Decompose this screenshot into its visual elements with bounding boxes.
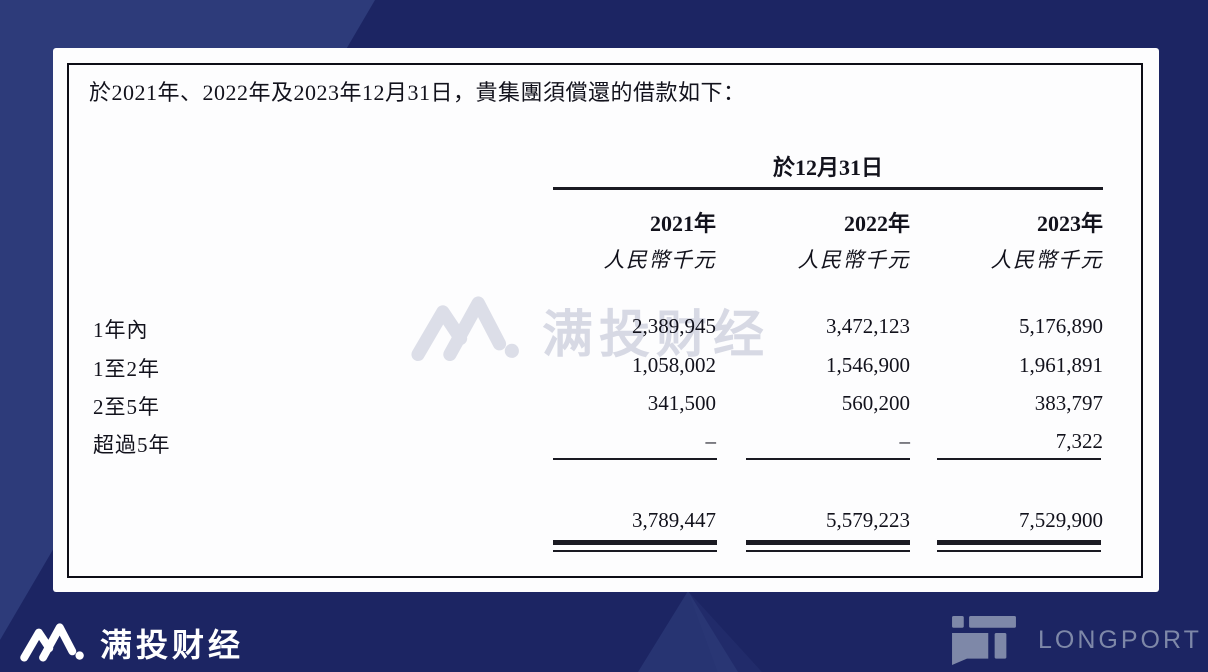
- table-cell: 1,058,002: [632, 353, 716, 377]
- footer-left-brand-text: 满投财经: [100, 627, 245, 663]
- table-cell: 1,961,891: [1019, 353, 1103, 377]
- total-double-rule-thick: [746, 540, 910, 545]
- table-border-frame: [67, 63, 1143, 578]
- unit-label: 人民幣千元: [797, 248, 910, 272]
- table-cell: 7,322: [1055, 429, 1103, 453]
- unit-label: 人民幣千元: [603, 248, 716, 272]
- column-subtotal-rule: [937, 458, 1101, 460]
- row-label: 超過5年: [93, 433, 171, 457]
- table-cell: 5,176,890: [1019, 314, 1103, 338]
- table-cell: 341,500: [647, 391, 716, 415]
- row-label: 2至5年: [93, 395, 160, 419]
- document-card: 满投财经 於2021年、2022年及2023年12月31日，貴集團須償還的借款如…: [53, 48, 1159, 592]
- table-row: 超過5年 – – 7,322: [53, 429, 1159, 457]
- column-header: 2021年: [649, 211, 716, 236]
- table-cell: 2,389,945: [632, 314, 716, 338]
- table-unit-row: 人民幣千元 人民幣千元 人民幣千元: [53, 244, 1159, 272]
- table-cell: 560,200: [841, 391, 910, 415]
- table-cell: 3,472,123: [826, 314, 910, 338]
- table-row: 1年內 2,389,945 3,472,123 5,176,890: [53, 314, 1159, 342]
- total-double-rule-thin: [553, 550, 717, 552]
- table-span-header: 於12月31日: [772, 155, 883, 180]
- total-double-rule-thin: [746, 550, 910, 552]
- row-label: 1至2年: [93, 357, 160, 381]
- column-subtotal-rule: [746, 458, 910, 460]
- table-cell: –: [705, 429, 717, 453]
- table-total-row: 3,789,447 5,579,223 7,529,900: [53, 508, 1159, 536]
- intro-paragraph: 於2021年、2022年及2023年12月31日，貴集團須償還的借款如下：: [89, 80, 746, 105]
- unit-label: 人民幣千元: [990, 248, 1103, 272]
- total-double-rule-thick: [553, 540, 717, 545]
- footer-right-brand: LONGPORT: [952, 614, 1202, 666]
- total-double-rule-thin: [937, 550, 1101, 552]
- total-cell: 3,789,447: [632, 508, 716, 532]
- longport-logo-icon: [952, 615, 1016, 665]
- table-row: 2至5年 341,500 560,200 383,797: [53, 391, 1159, 419]
- footer-left-brand: 满投财经: [20, 620, 244, 666]
- table-cell: –: [899, 429, 911, 453]
- total-cell: 5,579,223: [826, 508, 910, 532]
- column-header: 2023年: [1036, 211, 1103, 236]
- total-double-rule-thick: [937, 540, 1101, 545]
- brand-m-logo-icon: [20, 622, 84, 662]
- table-header-rule: [553, 187, 1103, 190]
- table-row: 1至2年 1,058,002 1,546,900 1,961,891: [53, 353, 1159, 381]
- row-label: 1年內: [93, 318, 149, 342]
- table-cell: 383,797: [1034, 391, 1103, 415]
- column-header: 2022年: [843, 211, 910, 236]
- total-cell: 7,529,900: [1019, 508, 1103, 532]
- table-year-header-row: 2021年 2022年 2023年: [53, 206, 1159, 236]
- footer-right-brand-text: LONGPORT: [1038, 625, 1202, 654]
- table-cell: 1,546,900: [826, 353, 910, 377]
- column-subtotal-rule: [553, 458, 717, 460]
